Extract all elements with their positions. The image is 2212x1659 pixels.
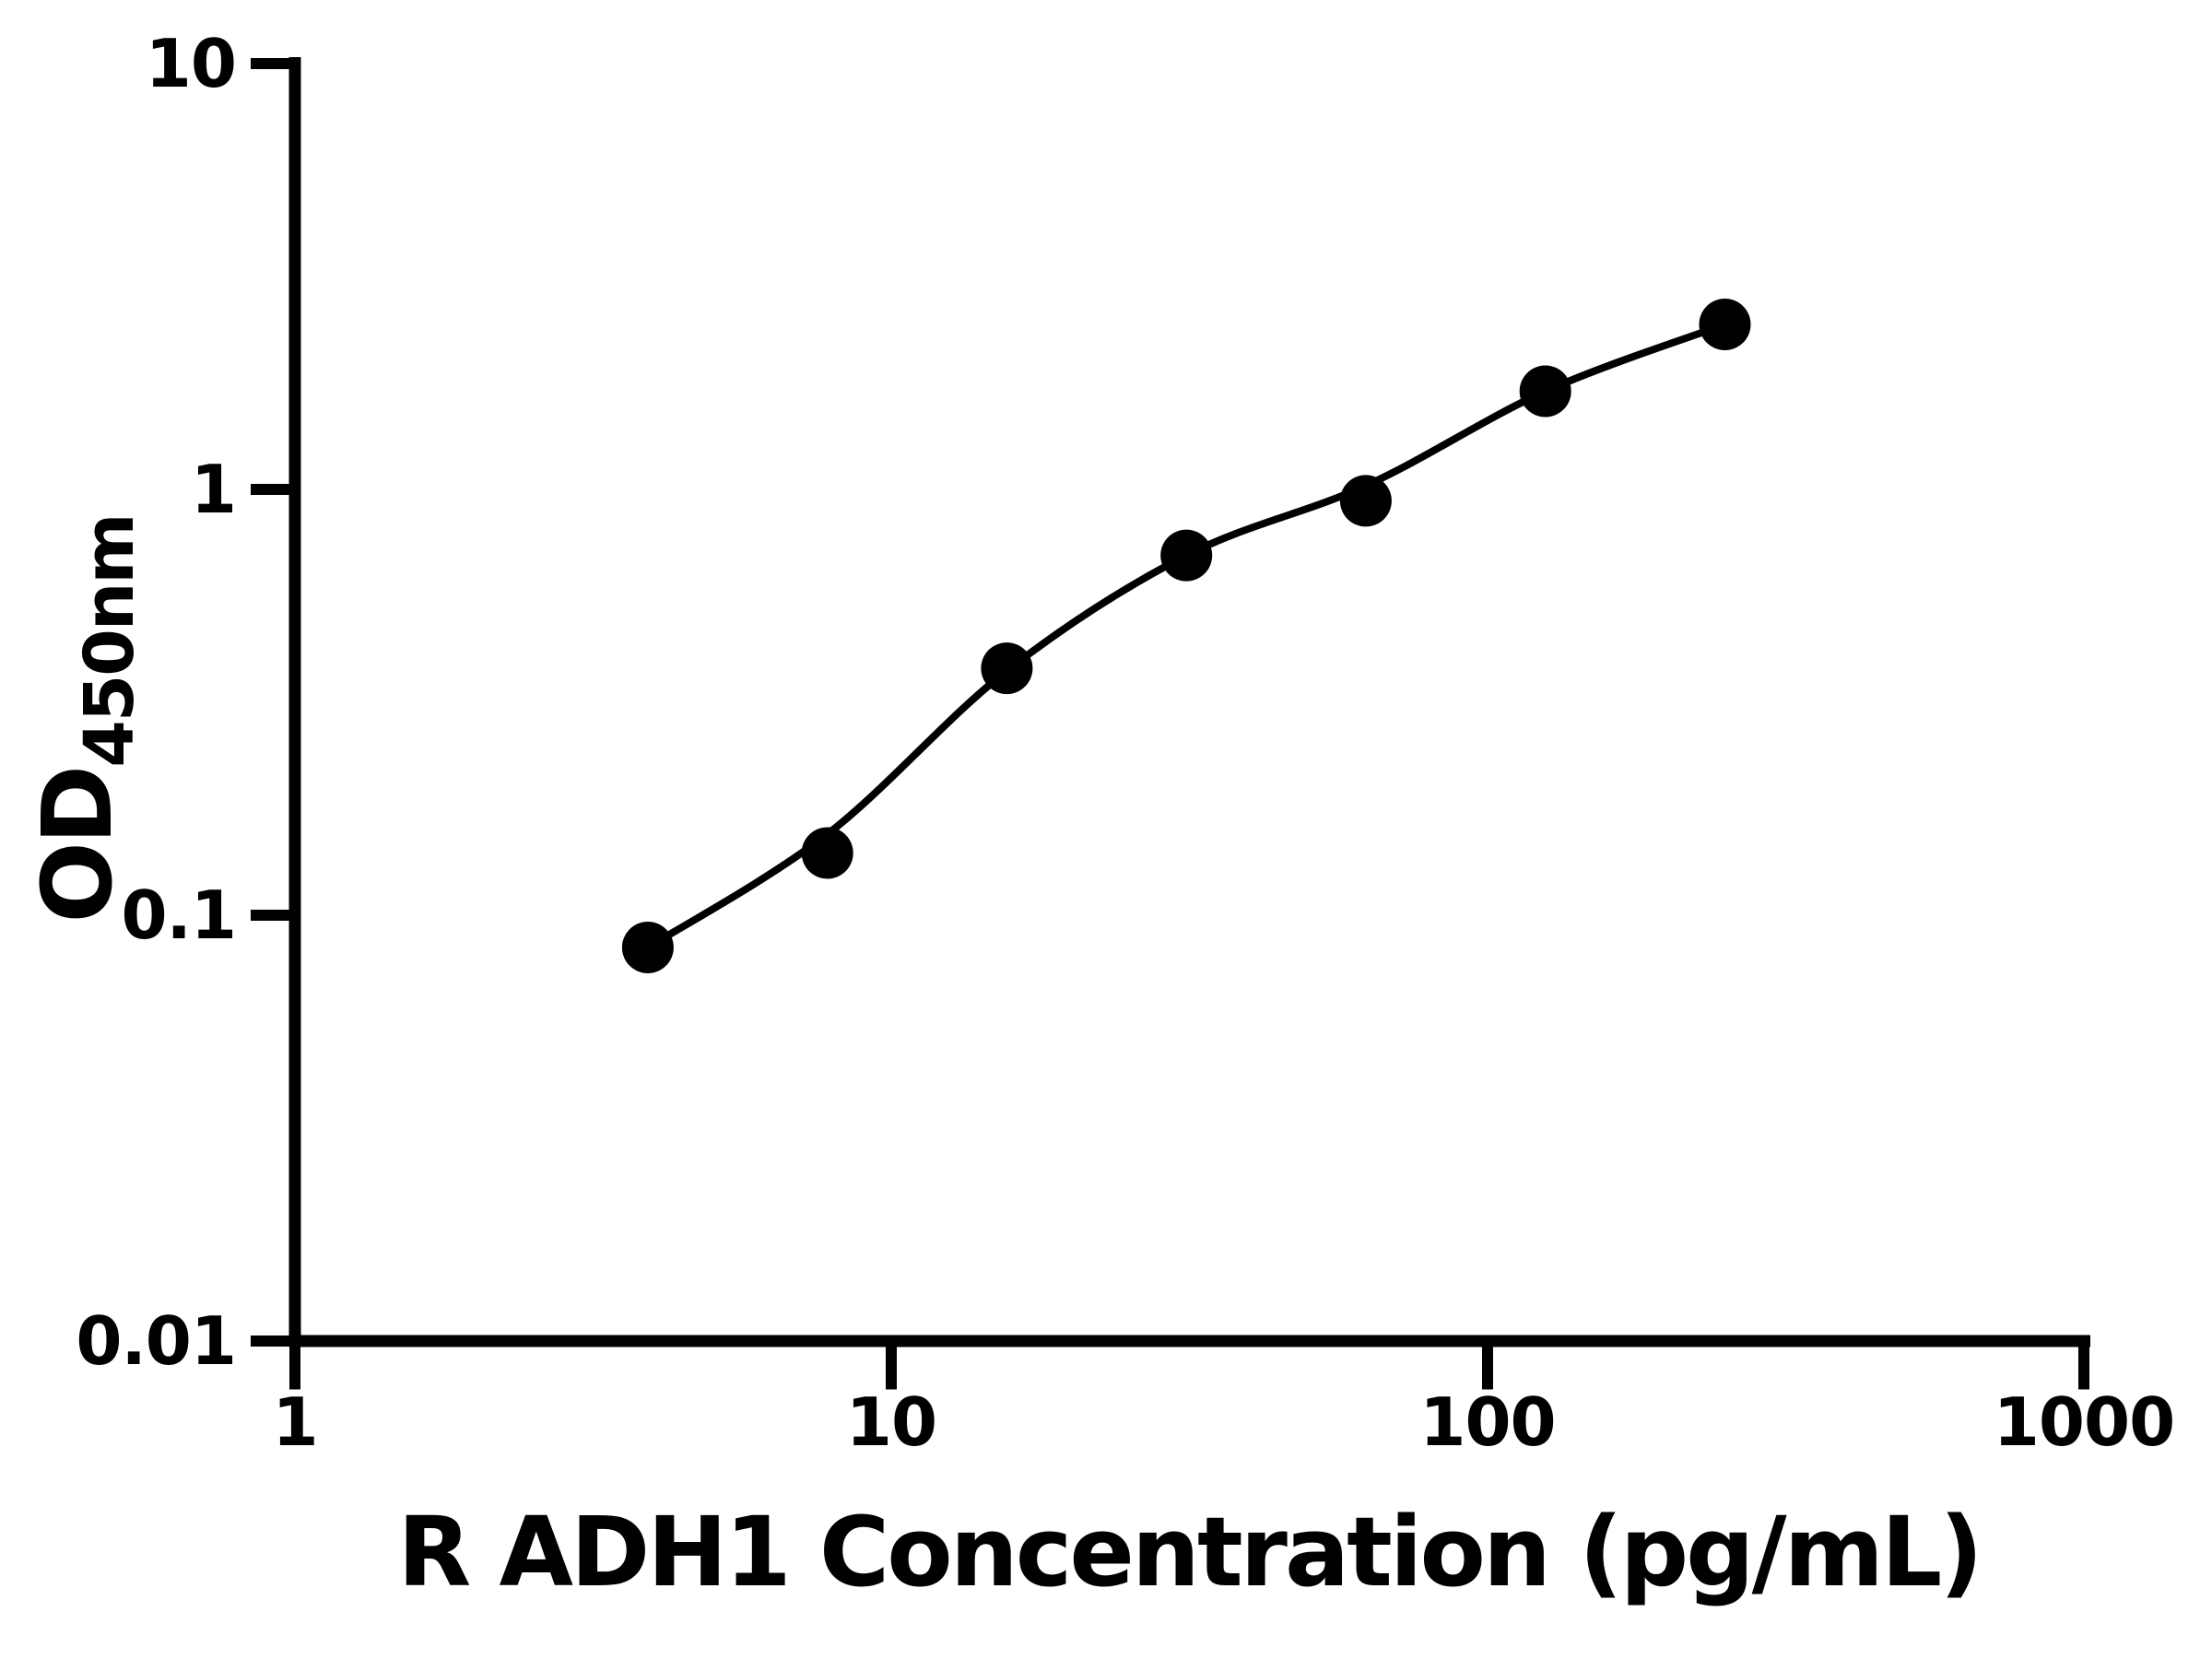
axes <box>288 57 2090 1347</box>
y-tick-label: 10 <box>146 25 236 102</box>
data-point <box>1339 475 1392 527</box>
x-tick-label: 100 <box>1419 1383 1555 1461</box>
data-point <box>621 922 674 973</box>
x-tick-label: 10 <box>846 1383 936 1461</box>
y-tick-label: 0.1 <box>121 877 236 954</box>
x-tick-label: 1000 <box>1994 1383 2174 1461</box>
x-axis-ticks: 1 10 100 1000 <box>272 1347 2175 1461</box>
data-point <box>801 827 853 879</box>
data-point <box>1160 529 1213 582</box>
y-axis-title: OD450nm <box>21 514 149 923</box>
y-tick-label: 1 <box>191 451 236 528</box>
data-point <box>1699 299 1751 350</box>
y-tick-label: 0.01 <box>76 1302 236 1380</box>
y-axis-ticks: 10 1 0.1 0.01 <box>76 25 294 1380</box>
data-point <box>981 642 1033 695</box>
x-axis-title: R ADH1 Concentration (pg/mL) <box>397 1496 1981 1608</box>
data-points-group <box>621 299 1751 973</box>
x-tick-label: 1 <box>272 1383 317 1461</box>
data-point <box>1519 365 1571 418</box>
